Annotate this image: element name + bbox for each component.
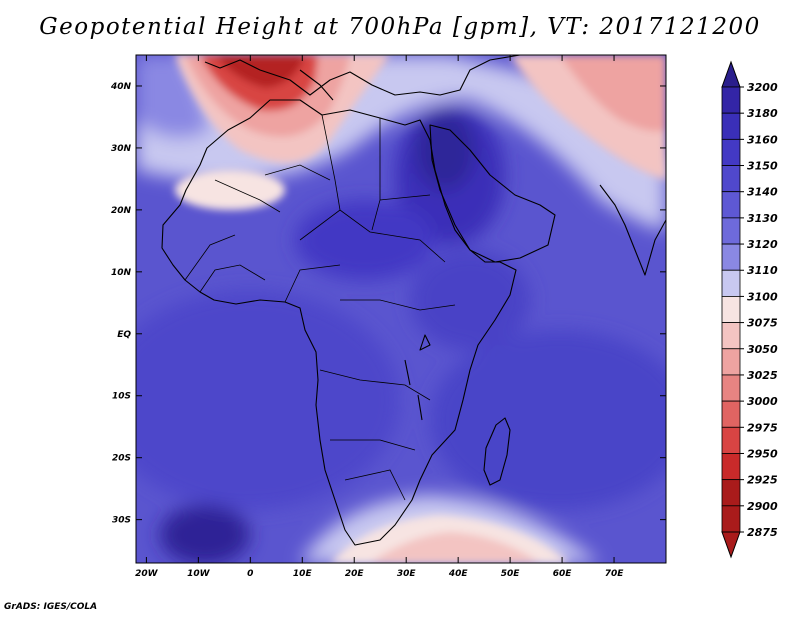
great-lakes: [404, 334, 431, 421]
colorbar-segment: [721, 426, 741, 454]
colorbar-label: 3140: [747, 186, 778, 199]
colorbar-label: 3025: [747, 369, 778, 382]
colorbar-bottom-arrow: [721, 531, 741, 559]
colorbar-label: 3120: [747, 238, 778, 251]
lat-tick-label: 20N: [111, 206, 132, 216]
arabia-coastline: [429, 124, 556, 263]
lon-tick-label: 10E: [293, 569, 313, 579]
colorbar: 3200 3180 3160 3150 3140 3130 3120 3110 3100 3075…: [721, 60, 778, 559]
longitude-ticks: 20W 10W 0 10E 20E 30E 40E 50E 60E 70E: [135, 55, 624, 579]
colorbar-label: 3200: [747, 81, 778, 94]
map-frame: [135, 54, 667, 564]
colorbar-label: 2950: [747, 447, 778, 460]
map-title: Geopotential Height at 700hPa [gpm], VT:…: [39, 14, 761, 40]
lon-tick-label: 60E: [553, 569, 573, 579]
colorbar-segment: [721, 348, 741, 376]
credit-text: GrADS: IGES/COLA: [4, 602, 98, 612]
colorbar-segment: [721, 243, 741, 271]
colorbar-label: 3180: [747, 107, 778, 120]
colorbar-label: 3075: [747, 317, 778, 330]
coastlines: [161, 55, 666, 546]
lat-tick-label: 10S: [112, 392, 131, 402]
europe-coastline: [204, 55, 521, 101]
lat-tick-label: 30S: [112, 516, 131, 526]
colorbar-label: 3110: [747, 264, 778, 277]
colorbar-segment: [721, 296, 741, 323]
geopotential-field: [136, 55, 666, 563]
colorbar-segment: [721, 400, 741, 428]
colorbar-segment: [721, 138, 741, 166]
colorbar-segment: [721, 191, 741, 219]
colorbar-label: 3050: [747, 343, 778, 356]
colorbar-segment: [721, 453, 741, 481]
colorbar-segment: [721, 374, 741, 402]
colorbar-label: 3130: [747, 212, 778, 225]
lat-tick-label: 30N: [111, 144, 132, 154]
colorbar-label: 2900: [747, 500, 778, 513]
lon-tick-label: 70E: [605, 569, 625, 579]
country-borders: [184, 114, 456, 501]
madagascar-coastline: [483, 417, 511, 486]
colorbar-label: 3100: [747, 290, 778, 303]
colorbar-segment: [721, 112, 741, 140]
colorbar-label: 3150: [747, 160, 778, 173]
lat-tick-label: 40N: [110, 82, 132, 92]
colorbar-segment: [721, 86, 741, 114]
colorbar-segment: [721, 505, 741, 533]
colorbar-top-arrow: [721, 60, 741, 88]
colorbar-label: 2975: [747, 421, 778, 434]
colorbar-segment: [721, 269, 741, 297]
colorbar-segment: [721, 322, 741, 350]
colorbar-label: 2925: [747, 474, 778, 487]
lon-tick-label: 40E: [448, 569, 469, 579]
lon-tick-label: 50E: [501, 569, 521, 579]
india-coastline: [599, 184, 666, 276]
colorbar-label: 3160: [747, 133, 778, 146]
colorbar-label: 2875: [747, 526, 778, 539]
lon-tick-label: 20W: [135, 569, 159, 579]
colorbar-segment: [721, 165, 741, 193]
lat-tick-label: 20S: [112, 454, 131, 464]
lat-tick-label: 10N: [111, 268, 132, 278]
lon-tick-label: 0: [247, 569, 253, 579]
lat-tick-label: EQ: [117, 330, 131, 340]
colorbar-label: 3000: [747, 395, 778, 408]
colorbar-segment: [721, 479, 741, 507]
lon-tick-label: 20E: [345, 569, 365, 579]
latitude-ticks: 40N 30N 20N 10N EQ 10S 20S 30S: [110, 82, 666, 526]
lon-tick-label: 10W: [187, 569, 211, 579]
africa-coastline: [161, 99, 517, 546]
colorbar-segment: [721, 217, 741, 245]
lon-tick-label: 30E: [397, 569, 417, 579]
